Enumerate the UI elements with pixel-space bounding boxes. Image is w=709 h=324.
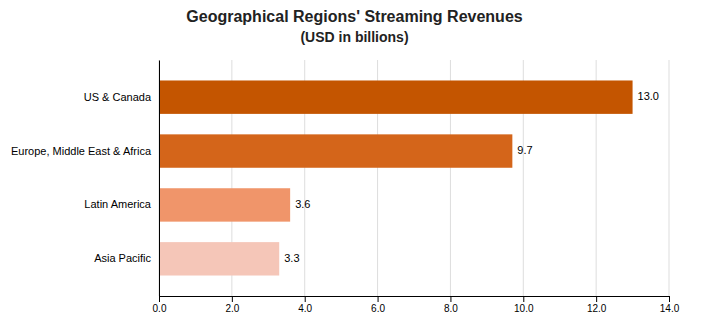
tick-label: Latin America	[84, 198, 152, 210]
axis-line	[160, 297, 670, 303]
tick: Asia Pacific	[94, 252, 151, 264]
x-axis: 0.0 2.0 4.0 6.0 8.0 10.0 12.0 14.0	[153, 296, 680, 314]
data-label: 9.7	[517, 144, 532, 156]
tick-label: 12.0	[587, 303, 607, 314]
data-label: 13.0	[638, 90, 659, 102]
tick-label: Europe, Middle East & Africa	[11, 145, 152, 157]
tick-mark	[450, 296, 451, 302]
tick-label: 10.0	[514, 303, 534, 314]
tick: 10.0	[514, 296, 534, 314]
tick-mark	[669, 296, 670, 302]
tick: 14.0	[660, 296, 680, 314]
grid-line	[159, 60, 160, 296]
tick-label: 4.0	[298, 303, 312, 314]
tick: 0.0	[153, 296, 167, 314]
tick: 8.0	[444, 296, 458, 314]
tick: 12.0	[587, 296, 607, 314]
tick: Latin America	[84, 198, 152, 210]
bar	[159, 242, 279, 275]
grid	[159, 60, 669, 296]
y-axis: US & Canada Europe, Middle East & Africa L…	[11, 61, 160, 297]
tick: 4.0	[298, 296, 312, 314]
grid-line	[669, 60, 670, 296]
data-label: 3.6	[295, 198, 310, 210]
bar	[159, 134, 512, 167]
title: Geographical Regions' Streaming Revenues	[186, 8, 522, 25]
tick-mark	[523, 296, 524, 302]
tick-label: 0.0	[153, 303, 167, 314]
chart: Geographical Regions' Streaming Revenues…	[0, 0, 709, 324]
data-labels: 13.0 9.7 3.6 3.3	[284, 90, 659, 264]
tick: US & Canada	[84, 91, 152, 103]
axis-line	[159, 61, 160, 297]
tick-label: 8.0	[444, 303, 458, 314]
tick-label: 2.0	[225, 303, 239, 314]
tick: 6.0	[371, 296, 385, 314]
tick-label: US & Canada	[84, 91, 152, 103]
data-label: 3.3	[284, 252, 299, 264]
subtitle: (USD in billions)	[300, 29, 408, 45]
chart-container: Geographical Regions' Streaming Revenues…	[0, 0, 709, 324]
tick-label: 6.0	[371, 303, 385, 314]
tick: Europe, Middle East & Africa	[11, 145, 152, 157]
bars	[159, 80, 633, 275]
tick-label: 14.0	[660, 303, 680, 314]
bar	[159, 188, 290, 221]
tick: 2.0	[225, 296, 239, 314]
tick-mark	[159, 296, 160, 302]
tick-label: Asia Pacific	[94, 252, 151, 264]
bar	[159, 80, 633, 113]
tick-mark	[378, 296, 379, 302]
tick-mark	[596, 296, 597, 302]
tick-mark	[305, 296, 306, 302]
tick-mark	[232, 296, 233, 302]
